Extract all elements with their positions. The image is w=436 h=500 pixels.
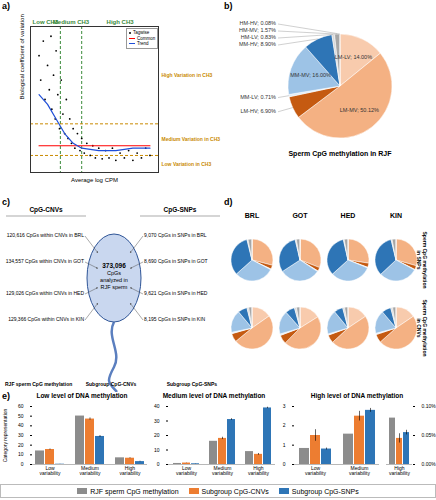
svg-text:CpG-CNVs: CpG-CNVs: [29, 206, 63, 214]
svg-text:0: 0: [157, 461, 160, 467]
svg-text:Medium CH3: Medium CH3: [53, 19, 90, 25]
svg-text:HM-LV; 0.83%: HM-LV; 0.83%: [241, 34, 276, 40]
html-text:d): d): [224, 197, 233, 207]
svg-text:Highvariability: Highvariability: [120, 465, 141, 476]
svg-text:Low CH3: Low CH3: [32, 18, 59, 25]
svg-text:Sperm CpG methylation in RJF: Sperm CpG methylation in RJF: [288, 150, 392, 158]
svg-text:Biological coefficient of vari: Biological coefficient of variation: [19, 14, 25, 99]
svg-text:Lowvariability: Lowvariability: [176, 465, 197, 476]
svg-text:Mediumvariability: Mediumvariability: [80, 465, 101, 476]
svg-text:20: 20: [154, 432, 160, 438]
svg-text:Highvariability: Highvariability: [389, 465, 410, 476]
svg-text:20: 20: [18, 442, 24, 448]
svg-text:2: 2: [283, 422, 286, 428]
html-text:Common: Common: [137, 35, 156, 41]
svg-text:50: 50: [18, 413, 24, 419]
svg-text:CpGs: CpGs: [107, 270, 121, 276]
svg-text:KIN: KIN: [390, 212, 402, 219]
svg-text:MM-HV; 8.90%: MM-HV; 8.90%: [239, 41, 276, 47]
svg-text:High Variation in CH3: High Variation in CH3: [162, 72, 213, 78]
svg-text:LM-HV; 6.90%: LM-HV; 6.90%: [240, 108, 276, 114]
svg-text:9,621 CpGs in SNPs in HED: 9,621 CpGs in SNPs in HED: [144, 290, 208, 296]
svg-text:CpG-SNPs: CpG-SNPs: [164, 206, 197, 214]
html-text:a): a): [2, 1, 10, 11]
svg-text:Sperm CpG methylationin SNPs: Sperm CpG methylationin SNPs: [416, 232, 428, 289]
svg-text:Category representation: Category representation: [2, 408, 8, 462]
svg-text:Subgroup CpG-SNPs: Subgroup CpG-SNPs: [167, 381, 217, 387]
svg-text:HM-MV; 1.57%: HM-MV; 1.57%: [239, 27, 276, 33]
html-text:RJF sperm CpG methylation: RJF sperm CpG methylation: [90, 487, 179, 495]
html-text:b): b): [224, 1, 233, 11]
svg-text:RJF sperm CpG methylation: RJF sperm CpG methylation: [5, 381, 72, 387]
svg-text:Highvariability: Highvariability: [248, 465, 269, 476]
svg-text:Mediumvariability: Mediumvariability: [212, 465, 233, 476]
svg-text:analyzed in: analyzed in: [100, 277, 128, 283]
html-text:c): c): [2, 197, 10, 207]
svg-text:30: 30: [18, 432, 24, 438]
svg-text:Sperm CpG methylationin CNVs: Sperm CpG methylationin CNVs: [416, 300, 428, 357]
svg-text:HM-HV; 0.08%: HM-HV; 0.08%: [240, 20, 277, 26]
svg-text:10: 10: [18, 451, 24, 457]
svg-text:Average log CPM: Average log CPM: [71, 177, 118, 183]
svg-text:40: 40: [18, 422, 24, 428]
svg-text:MM-LV; 0.71%: MM-LV; 0.71%: [240, 94, 276, 100]
svg-text:HED: HED: [341, 212, 356, 219]
svg-text:Lowvariability: Lowvariability: [305, 465, 326, 476]
svg-text:Lowvariability: Lowvariability: [40, 465, 61, 476]
html-text:High level of DNA methylation: High level of DNA methylation: [310, 392, 404, 399]
svg-text:10: 10: [154, 447, 160, 453]
svg-text:GOT: GOT: [292, 212, 308, 219]
svg-text:0.00%: 0.00%: [422, 461, 436, 467]
svg-text:3: 3: [283, 403, 286, 409]
html-text:Trend: Trend: [137, 41, 149, 46]
svg-text:LM-MV; 50.12%: LM-MV; 50.12%: [340, 107, 379, 113]
svg-text:0.05%: 0.05%: [422, 432, 436, 438]
html-text:Medium level of DNA methylatio: Medium level of DNA methylation: [162, 392, 266, 399]
svg-text:RJF sperm: RJF sperm: [101, 284, 128, 290]
html-text:Tagwise: Tagwise: [133, 30, 150, 35]
svg-text:30: 30: [154, 418, 160, 424]
svg-text:0.10%: 0.10%: [422, 403, 436, 409]
svg-text:High CH3: High CH3: [107, 19, 135, 25]
svg-text:120,616 CpGs within CNVs in BR: 120,616 CpGs within CNVs in BRL: [7, 232, 84, 238]
svg-text:0: 0: [283, 461, 286, 467]
html-text:Low level of DNA methylation: Low level of DNA methylation: [36, 392, 128, 399]
svg-text:Medium Variation in CH3: Medium Variation in CH3: [162, 136, 221, 142]
svg-text:LM-LV; 14.00%: LM-LV; 14.00%: [335, 54, 372, 60]
html-text:Subgroup CpG-CNVs: Subgroup CpG-CNVs: [201, 487, 269, 495]
svg-text:40: 40: [154, 403, 160, 409]
svg-text:Low Variation in CH3: Low Variation in CH3: [162, 161, 212, 167]
svg-text:373,096: 373,096: [102, 262, 126, 270]
svg-text:Mediumvariability: Mediumvariability: [349, 465, 370, 476]
svg-text:1: 1: [283, 442, 286, 448]
svg-text:MM-MV; 16.00%: MM-MV; 16.00%: [290, 72, 331, 78]
svg-text:129,366 CpGs within CNVs in KI: 129,366 CpGs within CNVs in KIN: [8, 316, 84, 322]
html-text:e): e): [2, 391, 10, 401]
svg-text:129,026 CpGs within CNVs in HE: 129,026 CpGs within CNVs in HED: [6, 290, 84, 296]
svg-text:9,070 CpGs in SNPs in BRL: 9,070 CpGs in SNPs in BRL: [144, 232, 207, 238]
svg-text:60: 60: [18, 403, 24, 409]
svg-text:0: 0: [21, 461, 24, 467]
svg-text:8,195 CpGs in SNPs in KIN: 8,195 CpGs in SNPs in KIN: [144, 316, 206, 322]
svg-text:Subgroup CpG-CNVs: Subgroup CpG-CNVs: [86, 381, 137, 387]
svg-text:134,557 CpGs within CNVs in GO: 134,557 CpGs within CNVs in GOT: [6, 258, 84, 264]
svg-text:8,690 CpGs in SNPs in GOT: 8,690 CpGs in SNPs in GOT: [144, 258, 208, 264]
svg-text:BRL: BRL: [245, 212, 260, 219]
html-text:Subgroup CpG-SNPs: Subgroup CpG-SNPs: [291, 487, 359, 495]
